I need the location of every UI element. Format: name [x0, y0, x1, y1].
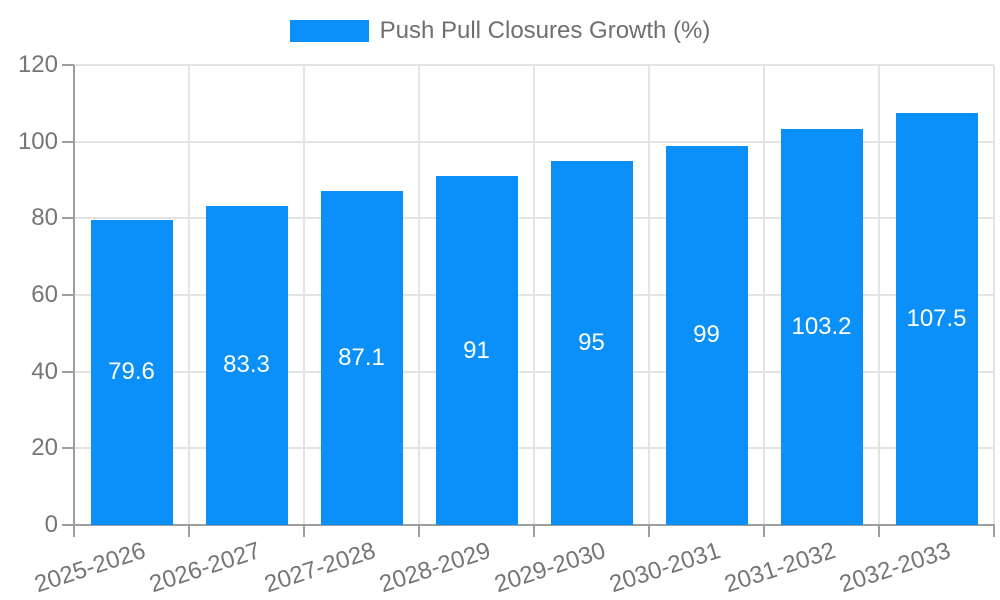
- x-axis-tick: [648, 525, 650, 537]
- y-tick-label: 20: [31, 434, 58, 462]
- bar-value-label: 99: [693, 321, 720, 349]
- x-tick-label: 2028-2029: [376, 537, 494, 599]
- y-axis-tick: [62, 140, 74, 143]
- y-tick-label: 80: [31, 204, 58, 232]
- x-gridline: [418, 65, 420, 525]
- x-axis-tick: [878, 525, 880, 537]
- bar[interactable]: 83.3: [205, 205, 288, 525]
- bar[interactable]: 107.5: [895, 112, 978, 525]
- y-tick-label: 60: [31, 281, 58, 308]
- bar-value-label: 107.5: [906, 304, 967, 332]
- bar-value-label: 79.6: [108, 358, 155, 386]
- bar-value-label: 83.3: [223, 351, 270, 379]
- bar[interactable]: 79.6: [90, 219, 173, 525]
- x-gridline: [993, 65, 995, 525]
- y-axis-tick: [62, 370, 74, 373]
- x-gridline: [648, 65, 650, 525]
- y-axis-tick: [62, 64, 74, 66]
- x-gridline: [763, 65, 765, 525]
- x-tick-label: 2029-2030: [491, 537, 609, 599]
- x-gridline: [533, 65, 535, 525]
- bar[interactable]: 103.2: [780, 129, 863, 525]
- y-axis-tick: [62, 294, 74, 296]
- x-axis-tick: [418, 525, 420, 537]
- legend-item[interactable]: Push Pull Closures Growth (%): [289, 17, 711, 44]
- bar[interactable]: 87.1: [320, 191, 403, 525]
- bar[interactable]: 95: [550, 160, 633, 525]
- x-axis-tick: [993, 525, 995, 537]
- y-axis-tick: [62, 217, 74, 220]
- x-axis-tick: [533, 525, 535, 537]
- x-axis-tick: [303, 525, 305, 537]
- x-axis-tick: [188, 525, 190, 537]
- x-axis-tick: [73, 525, 75, 537]
- legend-swatch-icon: [289, 20, 369, 42]
- y-tick-label: 100: [17, 127, 58, 155]
- x-tick-label: 2030-2031: [606, 537, 724, 599]
- x-gridline: [878, 65, 880, 525]
- legend: Push Pull Closures Growth (%): [0, 18, 1000, 44]
- x-axis-tick: [763, 525, 765, 537]
- y-tick-label: 120: [17, 51, 58, 78]
- bar-value-label: 103.2: [791, 313, 852, 341]
- bar-value-label: 91: [463, 336, 490, 364]
- bar[interactable]: 99: [665, 145, 748, 525]
- x-tick-label: 2031-2032: [721, 537, 839, 599]
- y-axis-tick: [62, 524, 74, 526]
- y-tick-label: 40: [31, 357, 58, 385]
- bar-value-label: 95: [578, 328, 605, 356]
- bar-value-label: 87.1: [338, 344, 385, 372]
- x-tick-label: 2027-2028: [261, 537, 379, 599]
- legend-label: Push Pull Closures Growth (%): [379, 17, 711, 44]
- x-tick-label: 2032-2033: [836, 537, 954, 599]
- x-tick-label: 2025-2026: [31, 537, 149, 599]
- x-gridline: [188, 65, 190, 525]
- x-gridline: [303, 65, 305, 525]
- y-tick-label: 0: [44, 511, 58, 538]
- bar[interactable]: 91: [435, 176, 518, 525]
- y-axis-tick: [62, 447, 74, 450]
- y-axis-line: [73, 65, 75, 537]
- x-tick-label: 2026-2027: [146, 537, 264, 599]
